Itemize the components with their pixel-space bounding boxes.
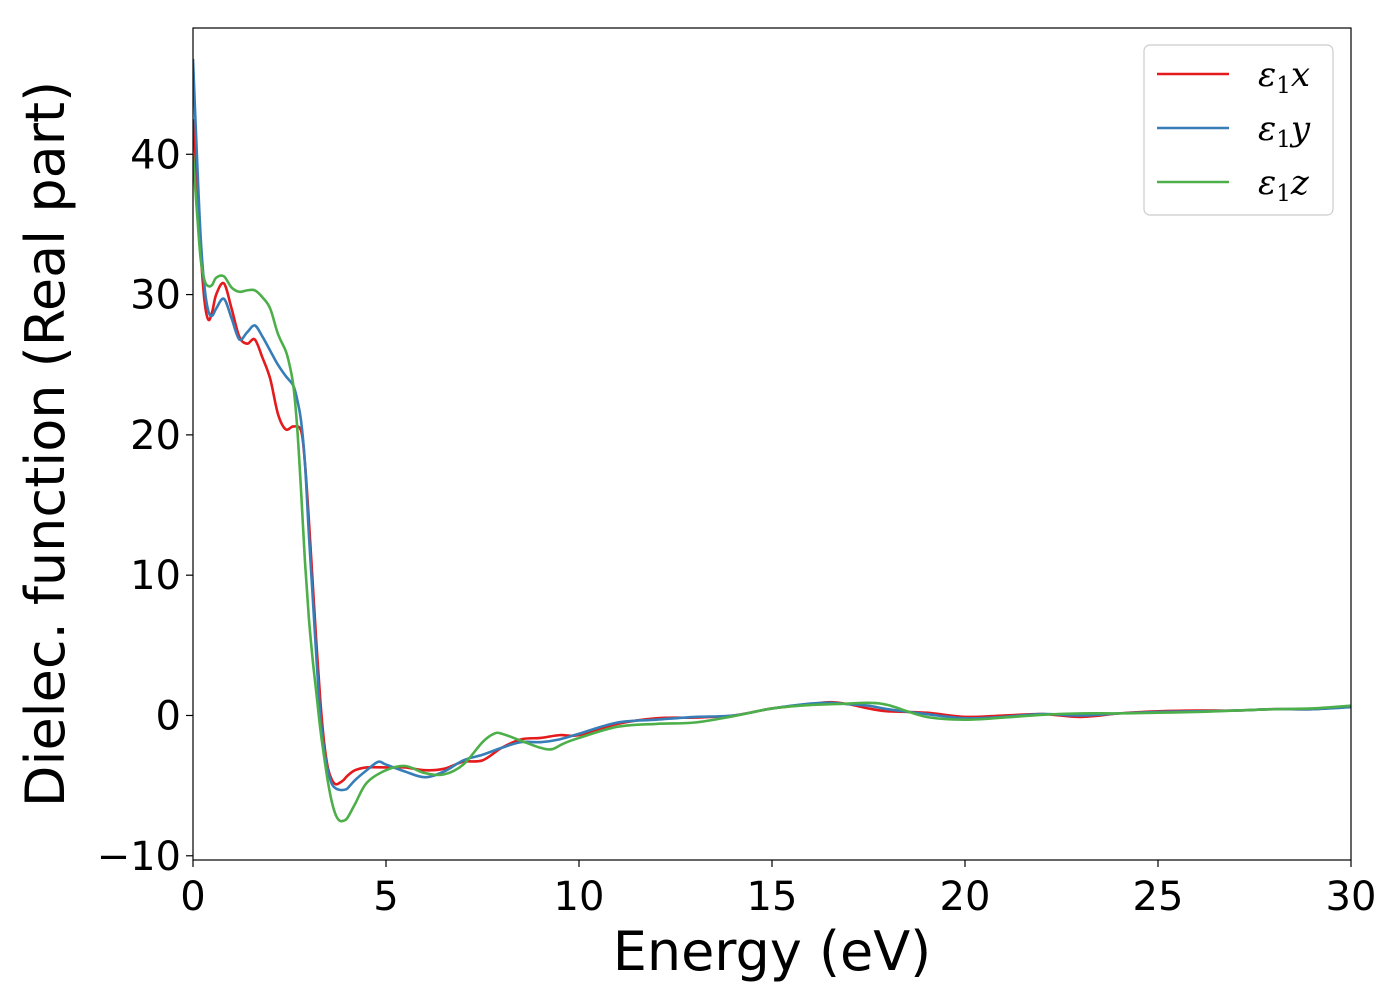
legend-label-z: ε1z [1258, 163, 1310, 207]
series-line-z [193, 154, 1351, 823]
y-tick-label: −10 [97, 834, 181, 880]
x-tick-label: 0 [180, 874, 205, 920]
y-tick-label: 20 [130, 413, 181, 459]
x-tick-label: 15 [747, 874, 798, 920]
y-tick-label: 0 [156, 693, 181, 739]
legend-label-y: ε1y [1258, 109, 1311, 153]
y-axis-label: Dielec. function (Real part) [14, 81, 77, 807]
series-line-x [193, 119, 1351, 786]
x-axis-label: Energy (eV) [613, 920, 932, 983]
y-tick-label: 40 [130, 132, 181, 178]
series-line-y [193, 58, 1351, 792]
x-axis-ticks: 0 5 10 15 20 25 30 [180, 860, 1376, 920]
x-tick-label: 10 [554, 874, 605, 920]
legend-label-x: ε1x [1258, 55, 1310, 99]
y-axis-ticks: −10 0 10 20 30 40 [97, 132, 193, 880]
y-tick-label: 10 [130, 553, 181, 599]
x-tick-label: 5 [373, 874, 398, 920]
series-layer [193, 58, 1351, 823]
x-tick-label: 20 [940, 874, 991, 920]
legend-box [1143, 44, 1334, 216]
y-tick-label: 30 [130, 273, 181, 319]
legend: ε1x ε1y ε1z [1143, 44, 1334, 216]
x-tick-label: 30 [1326, 874, 1377, 920]
x-tick-label: 25 [1133, 874, 1184, 920]
